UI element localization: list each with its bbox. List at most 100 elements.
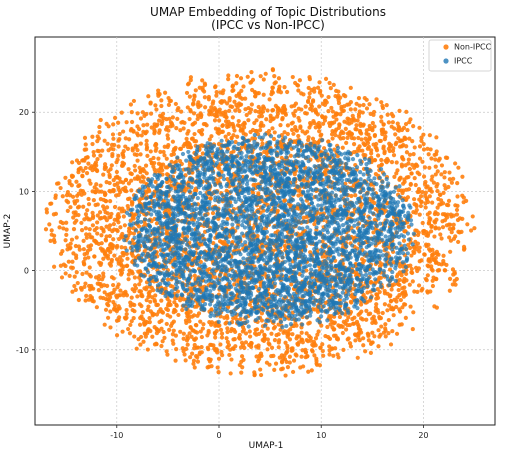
data-point-non-ipcc <box>138 278 143 283</box>
data-point-non-ipcc <box>332 327 337 332</box>
data-point-non-ipcc <box>91 164 97 170</box>
data-point-non-ipcc <box>444 262 449 268</box>
data-point-non-ipcc <box>313 125 318 130</box>
data-point-non-ipcc <box>401 238 407 243</box>
data-point-non-ipcc <box>126 272 131 277</box>
data-point-non-ipcc <box>127 226 132 231</box>
data-point-non-ipcc <box>329 132 335 137</box>
data-point-non-ipcc <box>249 102 254 107</box>
data-point-non-ipcc <box>162 335 167 340</box>
data-point-non-ipcc <box>76 297 81 303</box>
data-point-non-ipcc <box>257 114 262 119</box>
data-point-non-ipcc <box>200 78 205 83</box>
data-point-non-ipcc <box>303 347 308 352</box>
data-point-non-ipcc <box>79 220 84 226</box>
data-point-non-ipcc <box>76 183 81 189</box>
data-point-non-ipcc <box>97 281 102 287</box>
data-point-non-ipcc <box>407 166 413 172</box>
data-point-non-ipcc <box>87 287 93 292</box>
data-point-non-ipcc <box>238 76 244 81</box>
data-point-non-ipcc <box>327 123 333 129</box>
data-point-non-ipcc <box>287 360 292 365</box>
data-point-non-ipcc <box>97 260 102 265</box>
data-point-ipcc <box>398 216 403 222</box>
data-point-non-ipcc <box>94 240 99 246</box>
data-point-non-ipcc <box>398 139 403 144</box>
data-point-non-ipcc <box>205 345 210 350</box>
data-point-non-ipcc <box>64 227 69 232</box>
data-point-non-ipcc <box>116 192 121 197</box>
data-point-non-ipcc <box>401 294 406 299</box>
data-point-non-ipcc <box>192 365 197 370</box>
data-point-non-ipcc <box>184 142 189 147</box>
data-point-non-ipcc <box>270 108 275 113</box>
data-point-non-ipcc <box>130 271 135 276</box>
data-point-ipcc <box>177 280 182 285</box>
data-point-non-ipcc <box>310 99 316 104</box>
data-point-non-ipcc <box>163 90 168 95</box>
data-point-non-ipcc <box>317 104 322 109</box>
data-point-non-ipcc <box>402 136 407 141</box>
data-point-non-ipcc <box>419 138 424 143</box>
data-point-ipcc <box>240 242 245 247</box>
data-point-non-ipcc <box>220 123 225 129</box>
data-point-non-ipcc <box>208 109 213 115</box>
data-point-non-ipcc <box>202 95 207 100</box>
data-point-non-ipcc <box>137 322 143 327</box>
data-point-non-ipcc <box>449 230 454 235</box>
data-point-non-ipcc <box>144 147 149 152</box>
data-point-non-ipcc <box>60 221 65 226</box>
data-point-non-ipcc <box>72 220 77 225</box>
data-point-non-ipcc <box>273 103 278 108</box>
data-point-non-ipcc <box>178 146 184 151</box>
data-point-non-ipcc <box>115 181 120 186</box>
data-point-non-ipcc <box>359 137 364 142</box>
data-point-non-ipcc <box>173 101 178 107</box>
data-point-non-ipcc <box>223 134 228 139</box>
data-point-non-ipcc <box>72 283 77 289</box>
data-point-non-ipcc <box>317 125 322 130</box>
data-point-non-ipcc <box>254 128 259 134</box>
data-point-non-ipcc <box>337 314 342 320</box>
data-point-non-ipcc <box>187 142 192 147</box>
data-point-non-ipcc <box>297 78 302 83</box>
data-point-non-ipcc <box>401 125 407 130</box>
data-point-non-ipcc <box>243 107 248 112</box>
data-point-non-ipcc <box>201 121 206 127</box>
data-point-non-ipcc <box>353 193 358 198</box>
data-point-non-ipcc <box>442 268 447 273</box>
data-point-non-ipcc <box>353 338 358 343</box>
data-point-non-ipcc <box>130 302 135 307</box>
data-point-non-ipcc <box>185 82 191 87</box>
data-point-ipcc <box>372 288 377 293</box>
data-point-non-ipcc <box>131 98 137 104</box>
data-point-non-ipcc <box>343 94 348 99</box>
data-point-non-ipcc <box>353 107 358 112</box>
data-point-non-ipcc <box>132 309 137 314</box>
data-point-non-ipcc <box>368 311 373 316</box>
data-point-non-ipcc <box>258 367 263 372</box>
data-point-non-ipcc <box>121 290 126 296</box>
data-point-non-ipcc <box>429 224 434 229</box>
data-point-non-ipcc <box>72 199 77 204</box>
data-point-non-ipcc <box>275 108 280 113</box>
data-point-non-ipcc <box>195 345 201 350</box>
data-point-non-ipcc <box>148 100 153 105</box>
data-point-non-ipcc <box>371 230 376 235</box>
data-point-non-ipcc <box>345 135 350 140</box>
data-point-non-ipcc <box>383 328 388 333</box>
data-point-non-ipcc <box>102 192 108 198</box>
data-point-non-ipcc <box>311 343 316 348</box>
data-point-non-ipcc <box>280 115 285 121</box>
data-point-non-ipcc <box>386 146 391 151</box>
data-point-non-ipcc <box>276 345 281 350</box>
data-point-non-ipcc <box>128 322 133 328</box>
data-point-non-ipcc <box>335 154 340 159</box>
data-point-non-ipcc <box>184 338 190 343</box>
data-point-non-ipcc <box>86 217 91 222</box>
data-point-non-ipcc <box>88 274 93 279</box>
data-point-non-ipcc <box>337 134 342 139</box>
data-point-non-ipcc <box>207 320 212 325</box>
data-point-non-ipcc <box>63 271 68 276</box>
data-point-non-ipcc <box>430 252 435 258</box>
